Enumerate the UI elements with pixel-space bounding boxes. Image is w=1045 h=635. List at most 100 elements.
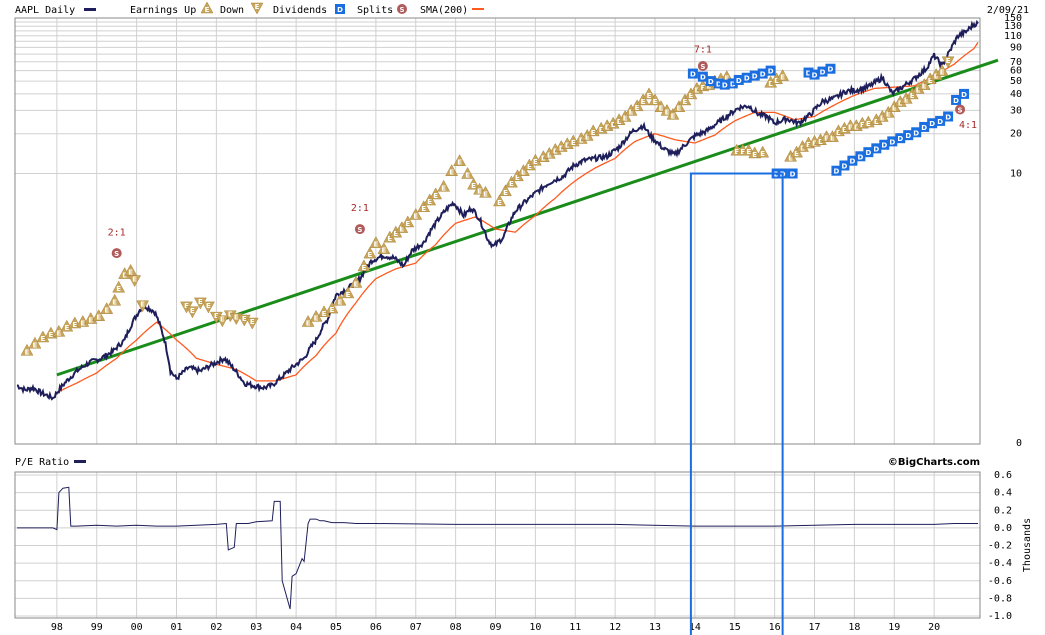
earnings-up-marker: E [108,293,122,306]
dividend-square [713,78,724,89]
earnings-down-marker: E [941,56,955,69]
dividend-glyph: D [849,158,855,166]
dividend-marker: D [871,143,882,154]
pe-swatch [74,460,86,463]
dividend-square [911,127,922,138]
earnings-glyph: E [205,6,210,14]
earnings-glyph: E [413,212,418,220]
pe-tick-label: 0.6 [994,470,1012,481]
split-glyph: S [958,106,963,114]
earnings-up-marker: E [401,215,415,228]
pe-panel-frame [14,471,981,619]
earnings-glyph: E [477,187,482,195]
earnings-up-marker: E [100,302,114,315]
pe-tick-label: -0.2 [988,541,1012,552]
y-tick-label: 10 [1010,169,1022,180]
split-glyph: S [700,63,705,71]
dividend-glyph: D [736,77,742,85]
dividend-marker: D [919,121,930,132]
earnings-up-marker: E [112,280,126,293]
earnings-triangle [136,300,150,313]
earnings-glyph: E [184,302,189,310]
earnings-glyph: E [330,306,335,314]
earnings-up-marker: E [437,179,451,192]
earnings-glyph: E [768,80,773,88]
earnings-down-marker: E [201,301,215,314]
dividend-glyph: D [865,149,871,157]
earnings-triangle [437,179,451,192]
legend-earnings-down-marker: E [250,2,264,15]
earnings-glyph: E [752,151,757,159]
earnings-glyph: E [641,98,646,106]
split-glyph: S [399,6,404,14]
earnings-glyph: E [457,159,462,167]
earnings-up-label: Earnings Up [130,5,196,16]
earnings-glyph: E [346,291,351,299]
pe-ratio-line [17,486,978,610]
earnings-up-marker: E [672,100,686,113]
earnings-glyph: E [541,155,546,163]
earnings-up-marker: E [341,286,355,299]
earnings-triangle [499,184,512,197]
earnings-glyph: E [916,86,921,94]
earnings-down-marker: E [136,300,150,313]
earnings-up-marker: E [493,194,506,207]
dividend-glyph: D [881,142,887,150]
earnings-glyph: E [874,118,879,126]
earnings-triangle [666,107,680,120]
earnings-triangle [369,236,383,248]
dividend-marker: D [697,71,708,82]
dividend-glyph: D [760,71,766,79]
y-tick-label: 30 [1010,105,1022,116]
dividend-glyph: D [828,66,834,74]
earnings-glyph: E [860,121,865,129]
dividend-square [809,69,820,80]
earnings-triangle [636,93,650,106]
dividend-square [879,139,890,150]
y-tick-label: 70 [1010,57,1022,68]
price-panel-frame [14,17,981,445]
dividend-marker: D [749,70,760,81]
y-tick-label: 20 [1010,129,1022,140]
earnings-up-marker: E [445,164,459,177]
earnings-glyph: E [56,329,61,337]
dividend-marker: D [863,147,874,158]
x-tick-label: 03 [250,622,262,633]
earnings-glyph: E [427,198,432,206]
earnings-glyph: E [665,108,670,116]
earnings-glyph: E [362,264,367,272]
dividend-marker: D [959,88,970,99]
earnings-glyph: E [617,118,622,126]
earnings-triangle [660,103,674,116]
dividend-marker: D [809,69,820,80]
legend-split-marker: S [397,4,407,14]
price-grid [15,17,980,444]
earnings-up-icon: E [200,1,214,14]
earnings-up-marker: E [363,246,377,259]
dividend-square [895,133,906,144]
earnings-triangle [341,286,355,299]
dividend-icon: D [335,4,345,14]
earnings-glyph: E [198,298,203,306]
dividend-marker: D [927,118,938,129]
earnings-up-marker: E [756,145,770,158]
earnings-glyph: E [80,319,85,327]
earnings-down-marker: E [245,317,259,330]
earnings-up-marker: E [654,100,668,113]
dividend-square [757,68,768,79]
dividend-square [863,147,874,158]
legend-dividend-marker: D [335,4,345,14]
y-tick-label: 50 [1010,76,1022,87]
earnings-glyph: E [465,172,470,180]
dividend-marker: D [847,155,858,166]
dividend-square [733,74,744,85]
split-icon: S [397,4,407,14]
green-trendline [56,58,999,377]
split-circle [955,104,966,115]
legend-bar: AAPL Daily Earnings Up E Down E Dividend… [15,1,1029,16]
earnings-glyph: E [521,169,526,177]
earnings-glyph: E [635,104,640,112]
dividend-glyph: D [897,135,903,143]
earnings-glyph: E [946,57,951,65]
earnings-glyph: E [623,114,628,122]
